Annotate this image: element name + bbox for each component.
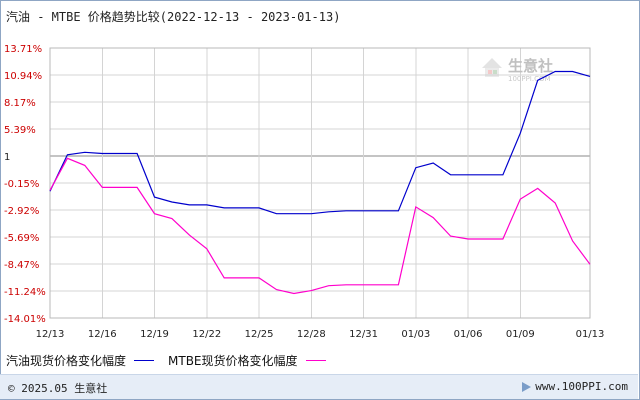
y-tick-label: 8.17% (4, 98, 36, 109)
x-tick-label: 12/16 (88, 329, 117, 340)
x-tick-label: 01/13 (576, 329, 605, 340)
legend-label-mtbe: MTBE现货价格变化幅度 (168, 353, 298, 368)
y-tick-label: 5.39% (4, 125, 36, 136)
chart-title: 汽油 - MTBE 价格趋势比较(2022-12-13 - 2023-01-13… (6, 10, 341, 24)
x-tick-label: 12/28 (297, 329, 326, 340)
y-tick-label: -5.69% (4, 233, 39, 244)
arrow-icon (522, 382, 532, 392)
x-tick-label: 12/25 (245, 329, 274, 340)
x-tick-label: 12/19 (140, 329, 169, 340)
y-tick-label: -14.01% (4, 314, 46, 325)
footer-copyright: © 2025.05 生意社 (8, 382, 108, 395)
footer-site-link[interactable]: www.100PPI.com (522, 380, 628, 393)
grid-lines (49, 47, 591, 319)
footer-site-label: www.100PPI.com (535, 380, 628, 393)
watermark-brand: 生意社 (508, 57, 553, 75)
plot-border (49, 47, 591, 319)
x-tick-label: 01/06 (454, 329, 483, 340)
y-tick-label: -8.47% (4, 260, 39, 271)
legend-swatch-mtbe (305, 359, 326, 361)
x-tick-label: 12/13 (36, 329, 65, 340)
x-tick-label: 01/09 (506, 329, 535, 340)
legend: 汽油现货价格变化幅度 MTBE现货价格变化幅度 (6, 352, 340, 368)
y-tick-label: -11.24% (4, 287, 46, 298)
legend-item-gasoline: 汽油现货价格变化幅度 (6, 352, 155, 369)
y-tick-label: 1 (4, 152, 10, 163)
legend-label-gasoline: 汽油现货价格变化幅度 (6, 353, 127, 368)
series-line-gasoline (49, 70, 591, 215)
x-axis-ticks: 12/13 12/16 12/19 12/22 12/25 12/28 12/31 01/03… (36, 329, 605, 340)
y-tick-label: -0.15% (4, 179, 39, 190)
y-axis-ticks: 13.71% 10.94% 8.17% 5.39% 1 -0.15% -2.92% -5.69… (4, 44, 46, 325)
y-tick-label: 13.71% (4, 44, 42, 55)
legend-swatch-gasoline (134, 359, 155, 361)
x-tick-label: 12/22 (192, 329, 221, 340)
legend-item-mtbe: MTBE现货价格变化幅度 (168, 352, 326, 369)
series-line-mtbe (49, 157, 591, 295)
watermark-sub: 100PPI.COM (508, 75, 551, 83)
series-lines (49, 70, 591, 295)
footer-bar: © 2025.05 生意社 www.100PPI.com (0, 374, 638, 399)
watermark: 生意社 100PPI.COM (482, 57, 553, 83)
x-tick-label: 01/03 (401, 329, 430, 340)
y-tick-label: -2.92% (4, 206, 39, 217)
x-tick-label: 12/31 (349, 329, 378, 340)
y-tick-label: 10.94% (4, 71, 42, 82)
watermark-logo-icon (482, 58, 502, 77)
